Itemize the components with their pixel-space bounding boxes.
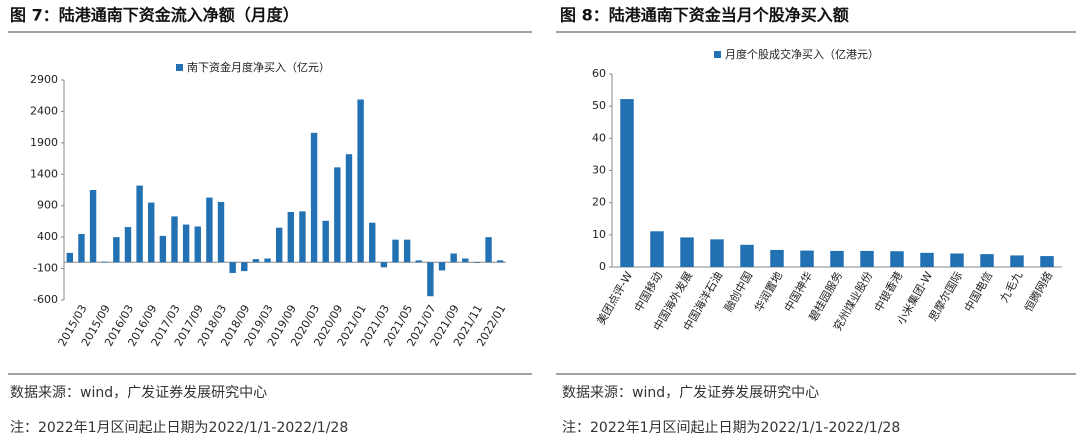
bar xyxy=(830,250,844,267)
y-tick-label: -100 xyxy=(33,262,58,275)
x-tick-label: 中国移动 xyxy=(632,270,665,315)
x-tick-label: 中国电信 xyxy=(962,270,995,315)
bar xyxy=(124,227,132,263)
legend-swatch xyxy=(714,51,721,58)
bar xyxy=(438,262,446,271)
legend-label: 南下资金月度净买入（亿元） xyxy=(187,60,330,74)
bar xyxy=(241,262,248,272)
legend-label: 月度个股成交净买入（亿港元） xyxy=(725,47,879,61)
bar xyxy=(920,252,934,267)
bar xyxy=(66,252,74,263)
x-tick-label: 融创中国 xyxy=(722,270,755,315)
x-tick-label: 中银香港 xyxy=(871,269,905,314)
y-tick-label: 1900 xyxy=(30,136,58,149)
bar xyxy=(380,262,388,268)
bar xyxy=(427,262,434,297)
bar xyxy=(194,226,201,263)
bar xyxy=(462,258,469,263)
source: 数据来源：wind，广发证券发展研究中心 xyxy=(562,385,819,401)
y-tick-label: 2900 xyxy=(30,73,58,86)
x-tick-label: 中国神华 xyxy=(781,269,815,314)
bar xyxy=(392,239,399,263)
bar xyxy=(710,239,724,267)
bar xyxy=(415,260,422,263)
bar xyxy=(860,250,874,267)
source: 数据来源：wind，广发证券发展研究中心 xyxy=(10,385,267,401)
note: 注：2022年1月区间起止日期为2022/1/1-2022/1/28 xyxy=(10,420,348,436)
bar xyxy=(89,190,97,263)
bar xyxy=(275,227,283,263)
bar xyxy=(770,249,784,267)
x-tick-label: 华润置地 xyxy=(751,269,785,314)
bar xyxy=(980,254,994,267)
x-tick-label: 恒腾网络 xyxy=(1021,269,1055,314)
y-tick-label: 900 xyxy=(37,199,58,212)
bar xyxy=(78,234,85,263)
y-tick-label: 10 xyxy=(592,228,606,241)
x-tick-label: 九毛九 xyxy=(997,270,1025,305)
x-tick-label: 美团点评-W xyxy=(595,269,636,327)
chart-title: 图 7：陆港通南下资金流入净额（月度） xyxy=(10,6,299,25)
bar xyxy=(159,235,167,263)
bar xyxy=(287,212,295,263)
bar xyxy=(334,167,341,263)
bar xyxy=(357,99,364,263)
y-tick-label: 40 xyxy=(592,131,606,144)
bar xyxy=(345,154,353,263)
y-tick-label: 1400 xyxy=(30,167,58,180)
y-tick-label: 2400 xyxy=(30,104,58,117)
bar xyxy=(229,262,236,273)
bar xyxy=(620,99,634,267)
bar xyxy=(264,258,271,263)
bar xyxy=(148,202,155,263)
bar xyxy=(485,237,492,263)
y-tick-label: 50 xyxy=(592,99,606,112)
note: 注：2022年1月区间起止日期为2022/1/1-2022/1/28 xyxy=(562,420,900,436)
bar xyxy=(101,261,108,263)
bar xyxy=(450,253,457,263)
bar xyxy=(113,237,120,263)
bar xyxy=(950,253,964,267)
bar xyxy=(800,250,814,267)
legend-swatch xyxy=(176,64,183,71)
bar xyxy=(252,259,260,263)
bar xyxy=(1010,255,1024,267)
chart-title: 图 8：陆港通南下资金当月个股净买入额 xyxy=(560,6,849,25)
bar xyxy=(473,262,481,263)
y-tick-label: 30 xyxy=(592,164,606,177)
bar xyxy=(740,244,754,267)
bar xyxy=(403,239,411,263)
bar xyxy=(206,197,213,263)
y-tick-label: 60 xyxy=(592,67,606,80)
bar xyxy=(369,222,376,263)
bar xyxy=(1040,256,1054,267)
bar xyxy=(310,132,318,263)
bar xyxy=(299,211,306,263)
y-tick-label: 0 xyxy=(599,260,606,273)
y-tick-label: -600 xyxy=(33,293,58,306)
bar xyxy=(322,220,329,263)
y-tick-label: 400 xyxy=(37,230,58,243)
bar xyxy=(136,185,143,263)
bar xyxy=(182,224,190,263)
bar xyxy=(890,251,904,267)
y-tick-label: 20 xyxy=(592,196,606,209)
bar xyxy=(680,237,694,267)
bar xyxy=(496,260,504,263)
bar xyxy=(217,201,225,263)
bar xyxy=(650,231,664,267)
bar xyxy=(171,216,178,263)
